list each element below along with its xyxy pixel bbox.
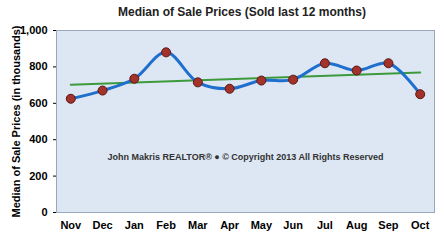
svg-text:Jul: Jul bbox=[317, 219, 333, 231]
svg-text:Dec: Dec bbox=[92, 219, 112, 231]
svg-text:Aug: Aug bbox=[346, 219, 367, 231]
svg-text:600: 600 bbox=[29, 97, 47, 109]
svg-text:Jun: Jun bbox=[283, 219, 303, 231]
svg-text:John Makris REALTOR® ● © Copyr: John Makris REALTOR® ● © Copyright 2013 … bbox=[107, 152, 383, 162]
svg-text:Nov: Nov bbox=[60, 219, 82, 231]
svg-text:800: 800 bbox=[29, 60, 47, 72]
svg-text:Mar: Mar bbox=[188, 219, 208, 231]
svg-text:0: 0 bbox=[41, 206, 47, 218]
svg-text:400: 400 bbox=[29, 133, 47, 145]
svg-text:Apr: Apr bbox=[220, 219, 240, 231]
svg-text:200: 200 bbox=[29, 170, 47, 182]
svg-text:Median of Sale Prices (in thou: Median of Sale Prices (in thousands) bbox=[10, 25, 22, 217]
svg-text:1,000: 1,000 bbox=[20, 24, 48, 36]
svg-text:May: May bbox=[251, 219, 273, 231]
svg-text:Jan: Jan bbox=[125, 219, 144, 231]
svg-text:Feb: Feb bbox=[156, 219, 176, 231]
svg-text:Oct: Oct bbox=[411, 219, 430, 231]
html-text:Median of Sale Prices (Sold la: Median of Sale Prices (Sold last 12 mont… bbox=[118, 5, 366, 19]
svg-text:Sep: Sep bbox=[378, 219, 398, 231]
